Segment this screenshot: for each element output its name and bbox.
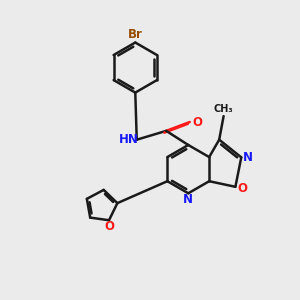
Text: N: N [183,193,193,206]
Text: N: N [243,151,253,164]
Text: O: O [238,182,248,195]
Text: O: O [104,220,114,233]
Text: CH₃: CH₃ [214,104,233,114]
Text: HN: HN [118,133,138,146]
Text: O: O [192,116,202,128]
Text: Br: Br [128,28,143,41]
